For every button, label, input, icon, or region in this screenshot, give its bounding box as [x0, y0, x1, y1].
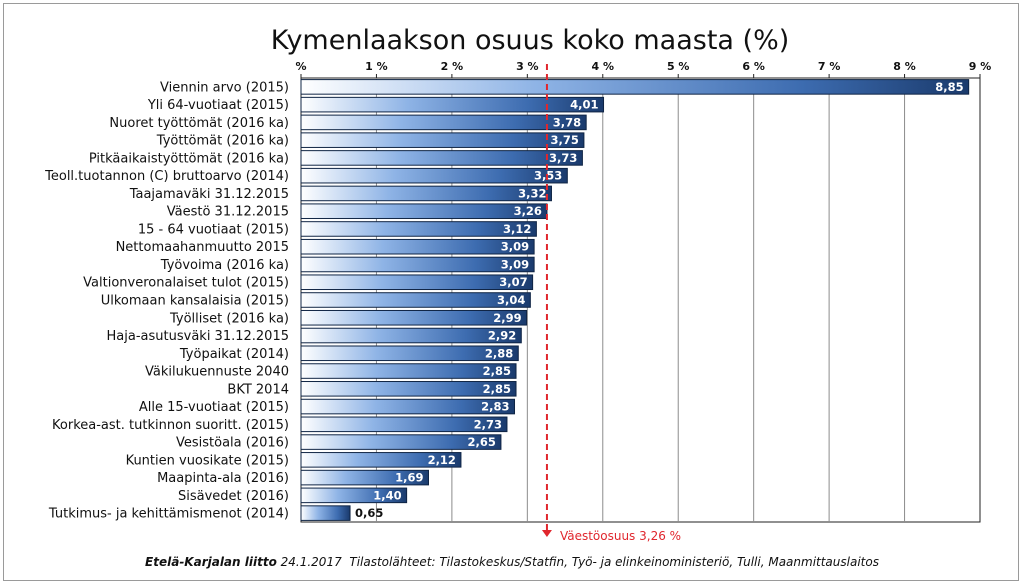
- bar: [300, 238, 535, 255]
- bar: [300, 416, 508, 433]
- bar: [300, 203, 548, 219]
- category-label: Tutkimus- ja kehittämismenot (2014): [48, 507, 289, 522]
- value-label: 3,75: [551, 133, 579, 147]
- bar: [300, 487, 408, 504]
- footer-org: Etelä-Karjalan liitto: [145, 555, 277, 569]
- bar: [300, 167, 568, 184]
- category-label: Työttömät (2016 ka): [156, 134, 289, 149]
- bar: [300, 79, 970, 95]
- x-tick-label: 5 %: [667, 60, 690, 73]
- footer-date: 24.1.2017: [280, 555, 342, 569]
- x-tick-label: 3 %: [516, 60, 539, 73]
- footer-sources: Tilastolähteet: Tilastokeskus/Statfin, T…: [349, 555, 879, 569]
- value-label: 3,53: [534, 169, 562, 183]
- bar: [300, 452, 462, 468]
- bar: [300, 256, 535, 273]
- category-label: Väkilukuennuste 2040: [145, 365, 289, 380]
- bar: [300, 381, 517, 397]
- value-label: 4,01: [570, 98, 598, 112]
- chart-title: Kymenlaakson osuus koko maasta (%): [271, 25, 790, 56]
- category-label: Kuntien vuosikate (2015): [126, 453, 289, 468]
- category-label: Maapinta-ala (2016): [157, 471, 289, 486]
- value-label: 1,69: [395, 471, 423, 485]
- value-label: 3,32: [518, 186, 546, 200]
- value-label: 2,99: [493, 311, 521, 325]
- x-tick-label: 6 %: [742, 60, 765, 73]
- category-label: Väestö 31.12.2015: [167, 205, 289, 220]
- bar: [300, 505, 351, 521]
- value-label: 3,07: [499, 275, 527, 289]
- bar: [300, 185, 552, 202]
- value-label: 2,73: [474, 417, 502, 431]
- category-label: Nettomaahanmuutto 2015: [116, 240, 289, 255]
- bar: [300, 469, 430, 486]
- x-tick-label: 2 %: [441, 60, 464, 73]
- bar: [300, 345, 519, 362]
- value-label: 2,65: [468, 435, 496, 449]
- value-label: 0,65: [355, 506, 383, 520]
- bar: [300, 150, 583, 166]
- bar: [300, 132, 585, 148]
- value-label: 2,12: [428, 453, 456, 467]
- bar: [300, 434, 502, 450]
- value-label: 3,73: [549, 151, 577, 165]
- value-label: 3,09: [501, 240, 529, 254]
- category-label: Pitkäaikaistyöttömät (2016 ka): [89, 151, 289, 166]
- category-label: Työpaikat (2014): [179, 347, 289, 362]
- value-label: 3,78: [553, 115, 581, 129]
- value-label: 2,85: [483, 382, 511, 396]
- category-label: Nuoret työttömät (2016 ka): [109, 116, 289, 131]
- bar: [300, 363, 517, 379]
- value-label: 2,83: [481, 400, 509, 414]
- bar: [300, 292, 531, 308]
- bar: [300, 327, 522, 344]
- x-tick-label: 1 %: [365, 60, 388, 73]
- category-label: Taajamaväki 31.12.2015: [129, 187, 289, 202]
- value-label: 3,09: [501, 257, 529, 271]
- category-label: Teoll.tuotannon (C) bruttoarvo (2014): [44, 169, 289, 184]
- value-label: 3,26: [514, 204, 542, 218]
- bar: [300, 309, 528, 326]
- category-label: 15 - 64 vuotiaat (2015): [138, 222, 289, 237]
- x-tick-label: 9 %: [969, 60, 992, 73]
- reference-arrow-icon: [541, 530, 552, 537]
- value-label: 3,04: [497, 293, 525, 307]
- category-label: BKT 2014: [227, 382, 289, 397]
- category-label: Alle 15-vuotiaat (2015): [139, 400, 289, 415]
- category-label: Haja-asutusväki 31.12.2015: [107, 329, 289, 344]
- bar: [300, 114, 587, 131]
- bar: [300, 274, 534, 291]
- x-tick-label: 4 %: [592, 60, 615, 73]
- value-label: 2,88: [485, 346, 513, 360]
- category-labels: Viennin arvo (2015) Yli 64-vuotiaat (2015…: [44, 80, 289, 521]
- value-label: 2,92: [488, 329, 516, 343]
- category-label: Viennin arvo (2015): [160, 80, 289, 95]
- category-label: Korkea-ast. tutkinnon suoritt. (2015): [52, 418, 289, 433]
- reference-line: Väestöosuus 3,26 %: [541, 64, 681, 543]
- value-label: 2,85: [483, 364, 511, 378]
- value-label: 1,40: [373, 488, 401, 502]
- x-tick-label: 7 %: [818, 60, 841, 73]
- x-axis-ticks: % 1 % 2 % 3 % 4 % 5 % 6 % 7 % 8 % 9 %: [295, 60, 991, 78]
- value-labels: 8,85 4,01 3,78 3,75 3,73 3,53 3,32 3,26 3,12 3,09…: [355, 80, 964, 520]
- bar: [300, 398, 516, 415]
- footer: Etelä-Karjalan liitto 24.1.2017 Tilastol…: [0, 555, 1024, 569]
- x-tick-label: 8 %: [893, 60, 916, 73]
- category-label: Ulkomaan kansalaisia (2015): [101, 294, 289, 309]
- bar: [300, 221, 537, 237]
- category-label: Vesistöala (2016): [176, 436, 289, 451]
- category-label: Yli 64-vuotiaat (2015): [147, 98, 289, 113]
- bars: [300, 79, 970, 521]
- x-tick-label: %: [295, 60, 306, 73]
- category-label: Sisävedet (2016): [178, 489, 289, 504]
- reference-label: Väestöosuus 3,26 %: [560, 529, 681, 543]
- value-label: 8,85: [935, 80, 963, 94]
- value-label: 3,12: [503, 222, 531, 236]
- category-label: Työlliset (2016 ka): [169, 311, 289, 326]
- category-label: Valtionveronalaiset tulot (2015): [83, 276, 289, 291]
- category-label: Työvoima (2016 ka): [160, 258, 289, 273]
- bar: [300, 96, 605, 113]
